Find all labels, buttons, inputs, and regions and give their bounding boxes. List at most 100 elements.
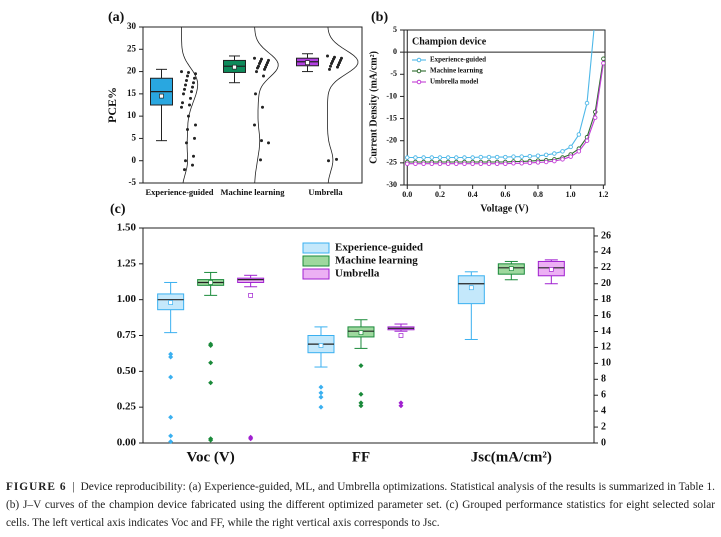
y-tick-label: 5 [132, 132, 137, 142]
series-marker [527, 160, 533, 166]
series-marker [519, 161, 524, 166]
y-tick-label: 20 [127, 66, 137, 76]
box-mean [168, 300, 173, 305]
x-tick-label: Experience-guided [146, 187, 214, 197]
series-marker [494, 161, 500, 166]
y-tick-label: 15 [127, 88, 137, 98]
x-tick-label: 0.0 [402, 190, 412, 199]
y-axis-title: Current Density (mA/cm²) [368, 51, 379, 164]
series-marker [601, 56, 605, 62]
data-point [191, 163, 194, 167]
series-marker [421, 155, 426, 160]
series-marker [478, 154, 484, 160]
series-marker [470, 155, 475, 160]
series-marker [486, 154, 492, 160]
caption-label: FIGURE 6 [6, 481, 67, 493]
legend-label: Umbrella [335, 268, 380, 280]
box-mean [232, 64, 237, 70]
series-marker [405, 161, 410, 166]
data-point [335, 157, 338, 161]
data-point [185, 78, 188, 82]
y-tick-label: 25 [127, 43, 137, 53]
data-point [253, 56, 256, 60]
outlier [168, 433, 174, 439]
density-curve [327, 26, 359, 184]
data-point [190, 90, 193, 94]
x-tick-label: Umbrella [308, 187, 343, 197]
y-tick-label: 4 [601, 405, 606, 416]
outlier [358, 363, 364, 369]
data-point [180, 70, 183, 74]
series-marker [552, 158, 557, 164]
data-point [189, 96, 192, 100]
caption-text: Device reproducibility: (a) Experience-g… [6, 481, 715, 529]
y-tick-label: 6 [601, 390, 606, 401]
box-mean [508, 266, 514, 271]
legend-swatch [416, 68, 422, 74]
series-marker [454, 155, 459, 160]
outlier [168, 439, 174, 445]
y-tick-label: 18 [601, 294, 611, 305]
series-marker [494, 154, 500, 160]
data-point [263, 67, 266, 71]
y-tick-label: 0 [601, 437, 606, 448]
series-marker [576, 132, 582, 137]
outlier [318, 390, 324, 396]
x-tick-label: FF [352, 449, 370, 465]
series-marker [568, 154, 573, 159]
outlier [208, 437, 214, 443]
y-tick-label: 10 [127, 110, 137, 120]
x-tick-label: 0.2 [435, 190, 445, 199]
data-point [191, 85, 194, 89]
series-marker [552, 151, 557, 156]
x-tick-label: Voc (V) [187, 449, 235, 465]
series-marker [519, 154, 524, 159]
y-tick-label: 22 [601, 262, 611, 273]
y-tick-label: -15 [386, 113, 397, 122]
series-marker [445, 155, 451, 160]
series-marker [601, 60, 605, 66]
box-mean [318, 343, 324, 348]
series-marker [429, 155, 435, 160]
series-marker [592, 115, 598, 120]
data-point [182, 92, 185, 96]
legend-swatch [302, 242, 330, 254]
y-tick-label: 30 [127, 21, 137, 31]
legend-swatch [302, 268, 330, 280]
outlier [168, 374, 174, 380]
y-tick-label: 12 [601, 342, 611, 353]
series-marker [503, 161, 508, 166]
series-marker [462, 155, 467, 160]
box-mean [548, 267, 554, 272]
data-point [259, 158, 262, 162]
y-tick-label: 0 [393, 47, 397, 56]
data-point [183, 87, 186, 91]
series-marker [511, 161, 516, 166]
legend-label: Umbrella model [430, 78, 478, 86]
series-marker [478, 161, 484, 166]
density-curve [254, 26, 279, 184]
caption: FIGURE 6 | Device reproducibility: (a) E… [6, 481, 715, 529]
box-mean [468, 285, 474, 291]
data-point [328, 67, 331, 71]
y-tick-label: 1.50 [117, 222, 137, 234]
data-point [253, 123, 256, 127]
density-curve [181, 27, 199, 184]
outlier [318, 394, 324, 400]
y-tick-label: 5 [393, 25, 397, 34]
x-axis-title: Voltage (V) [480, 203, 528, 214]
outlier [208, 360, 214, 366]
series-marker [568, 144, 573, 150]
series-marker [584, 100, 590, 106]
data-point [261, 105, 264, 109]
data-point [327, 159, 330, 163]
series-marker [421, 161, 426, 166]
plot-frame [403, 29, 606, 186]
x-tick-label: 0.6 [500, 190, 510, 199]
legend-swatch [416, 57, 422, 63]
box-box [237, 277, 265, 283]
series-marker [560, 157, 565, 162]
panel-label: (c) [110, 202, 126, 217]
